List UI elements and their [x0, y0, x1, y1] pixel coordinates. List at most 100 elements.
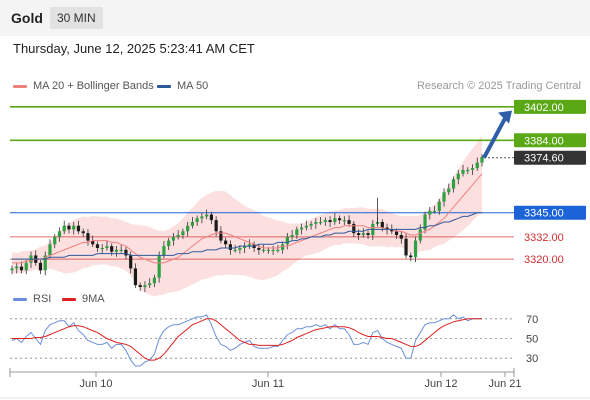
- ma20-line: [12, 173, 483, 264]
- candle-body: [100, 248, 104, 250]
- candle-body: [95, 244, 100, 248]
- candle-body: [290, 235, 294, 237]
- legend-ma20-bollinger: MA 20 + Bollinger Bands: [13, 80, 154, 92]
- rsi-line: [11, 314, 482, 367]
- candle-body: [233, 249, 237, 252]
- rsi-tick-label: 30: [526, 353, 538, 365]
- candle-body: [224, 240, 228, 245]
- candle-body: [228, 244, 232, 250]
- candle-body: [214, 220, 218, 232]
- candle-body: [114, 249, 119, 252]
- candle-body: [337, 218, 342, 221]
- candle-body: [257, 248, 261, 250]
- candle-body: [38, 262, 43, 271]
- candle-body: [10, 268, 14, 271]
- forecast-arrow-head: [498, 110, 512, 124]
- candle-body: [190, 222, 195, 226]
- candle-body: [352, 223, 356, 234]
- candle-body: [148, 283, 152, 286]
- candle-body: [295, 229, 299, 235]
- x-tick-label: Jun 21: [488, 378, 521, 390]
- candle-body: [67, 225, 71, 230]
- candle-body: [461, 170, 465, 174]
- level-box-3384.00: [514, 133, 586, 148]
- legend-swatch: [62, 297, 76, 301]
- candle-body: [366, 233, 370, 235]
- candle-body: [385, 227, 389, 230]
- candle-body: [347, 220, 351, 224]
- candle-body: [76, 225, 81, 232]
- candle-body: [456, 173, 460, 180]
- candle-body: [399, 235, 403, 239]
- candle-body: [390, 229, 394, 232]
- level-label-3345.00: 3345.00: [524, 208, 564, 220]
- candle-body: [238, 248, 242, 250]
- candle-body: [86, 233, 90, 241]
- legend-rsi: RSI: [13, 293, 51, 305]
- candle-body: [409, 255, 413, 258]
- candle-body: [442, 192, 446, 202]
- candle-body: [53, 236, 57, 245]
- candle-body: [15, 266, 19, 269]
- level-label-3374.60: 3374.60: [524, 153, 564, 165]
- candle-body: [119, 249, 123, 252]
- symbol-title: Gold: [11, 10, 43, 26]
- candle-body: [57, 231, 62, 237]
- candles: [10, 154, 484, 293]
- forecast-arrow-shaft: [482, 115, 508, 159]
- level-label-3332.00: 3332.00: [524, 232, 564, 244]
- candle-body: [318, 222, 323, 224]
- candle-body: [81, 231, 85, 234]
- legend-swatch: [13, 297, 27, 301]
- candle-body: [404, 238, 408, 256]
- candle-body: [133, 268, 138, 286]
- candle-body: [314, 222, 318, 224]
- candle-body: [304, 225, 308, 228]
- candle-body: [418, 229, 422, 241]
- candle-body: [437, 201, 441, 211]
- x-tick-label: Jun 10: [79, 378, 112, 390]
- candle-body: [423, 214, 427, 230]
- candle-body: [171, 236, 176, 241]
- candle-body: [342, 220, 346, 222]
- candle-body: [413, 240, 418, 258]
- rsi-tick-label: 50: [526, 334, 538, 346]
- candle-body: [19, 266, 24, 271]
- candle-body: [299, 227, 304, 230]
- candle-body: [62, 225, 66, 232]
- candle-body: [361, 233, 365, 235]
- candle-body: [247, 244, 251, 247]
- candle-body: [281, 244, 285, 250]
- legend-9ma: 9MA: [62, 293, 105, 305]
- candle-body: [276, 249, 280, 252]
- candle-body: [266, 249, 270, 252]
- level-label-3384.00: 3384.00: [524, 135, 564, 147]
- legend-swatch: [157, 84, 171, 88]
- candle-body: [105, 246, 109, 248]
- candle-body: [219, 231, 223, 241]
- interval-button[interactable]: 30 MIN: [50, 7, 103, 29]
- candle-body: [48, 244, 52, 256]
- level-box-3402.00: [514, 99, 586, 114]
- rsi-9ma-line: [12, 318, 482, 361]
- x-tick-label: Jun 12: [424, 378, 457, 390]
- candle-body: [271, 249, 275, 252]
- header-bar: Gold 30 MIN: [0, 0, 590, 36]
- candle-body: [176, 235, 180, 237]
- candle-body: [480, 157, 484, 163]
- candle-body: [394, 231, 399, 235]
- level-label-3320.00: 3320.00: [524, 254, 564, 266]
- candle-body: [152, 277, 157, 284]
- candle-body: [181, 231, 185, 235]
- candle-body: [466, 170, 470, 172]
- credit-text: Research © 2025 Trading Central: [416, 80, 581, 92]
- candle-body: [24, 262, 28, 271]
- rsi-tick-label: 70: [526, 314, 538, 326]
- candle-body: [200, 216, 204, 219]
- candle-body: [72, 225, 76, 230]
- candle-body: [209, 214, 213, 221]
- candle-body: [380, 222, 384, 228]
- candle-body: [475, 162, 479, 169]
- candle-body: [451, 179, 456, 189]
